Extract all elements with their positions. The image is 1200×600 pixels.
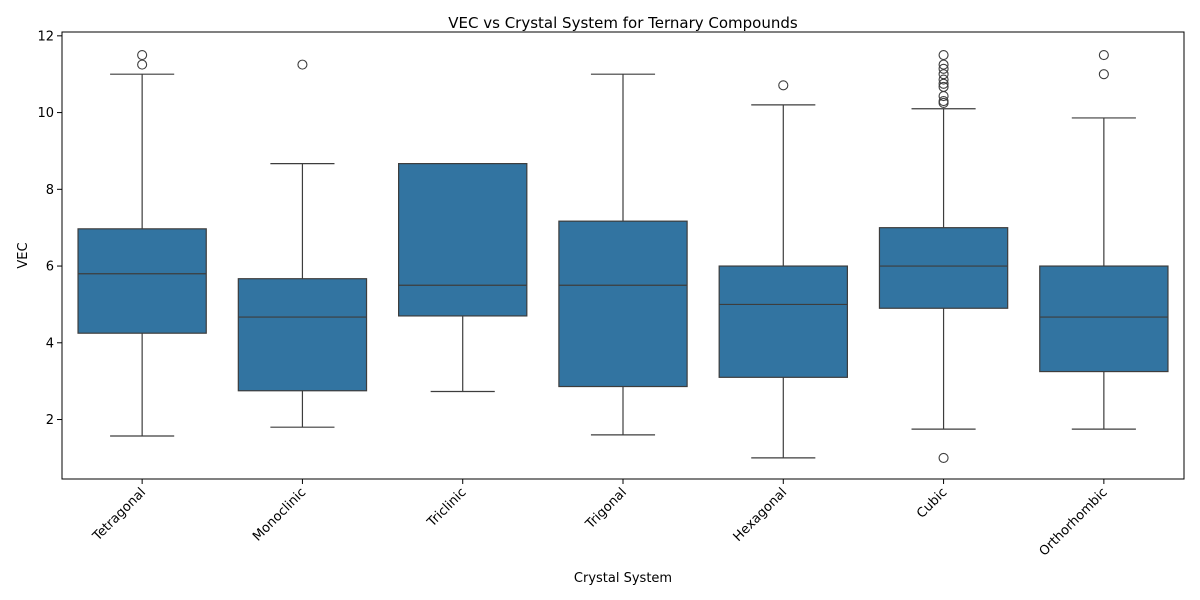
y-tick-label: 8 — [46, 183, 54, 198]
x-axis-title: Crystal System — [574, 571, 672, 586]
box-iqr — [237, 278, 368, 392]
outlier-point — [1098, 69, 1109, 80]
outlier-point — [297, 59, 308, 70]
outlier-point — [137, 59, 148, 70]
outlier-point — [938, 69, 949, 80]
box-group-hexagonal — [718, 80, 849, 459]
outlier-point — [938, 78, 949, 89]
outlier-point — [938, 49, 949, 61]
outlier-point — [938, 96, 949, 107]
y-axis-title: VEC — [16, 242, 31, 268]
outlier-point — [938, 63, 949, 74]
y-tick-label: 10 — [37, 106, 54, 121]
box-iqr — [398, 163, 528, 317]
outlier-point — [938, 59, 949, 70]
outlier-point — [778, 80, 789, 91]
plot-area — [77, 49, 1169, 463]
outlier-point — [938, 74, 949, 85]
outlier-point — [938, 452, 949, 463]
box-group-tetragonal — [77, 49, 207, 437]
box-iqr — [558, 220, 688, 388]
box-iqr — [718, 265, 849, 378]
outlier-point — [1098, 49, 1109, 61]
box-group-trigonal — [558, 73, 688, 436]
box-group-triclinic — [398, 163, 528, 393]
chart-title: VEC vs Crystal System for Ternary Compou… — [448, 14, 798, 32]
y-tick-label: 4 — [46, 336, 54, 351]
outlier-point — [938, 81, 949, 92]
outlier-point — [137, 49, 148, 61]
box-group-monoclinic — [237, 59, 368, 428]
y-tick-label: 2 — [46, 413, 54, 428]
box-iqr — [878, 227, 1009, 309]
y-tick-label: 6 — [46, 260, 54, 275]
y-tick-label: 12 — [37, 29, 54, 44]
box-group-cubic — [878, 49, 1009, 463]
box-iqr — [77, 228, 207, 334]
box-group-orthorhombic — [1039, 49, 1169, 430]
y-axis: 2 4 6 8 10 12 — [37, 29, 62, 428]
box-iqr — [1039, 265, 1169, 373]
